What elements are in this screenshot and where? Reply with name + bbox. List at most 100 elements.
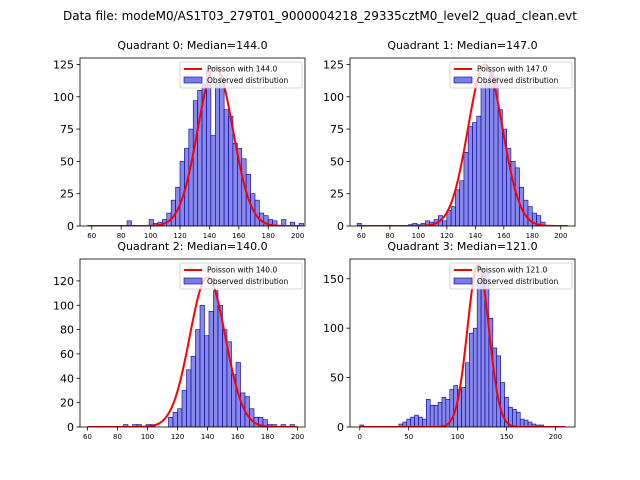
y-tick-label: 0 [337, 220, 344, 233]
histogram-bar [536, 215, 542, 226]
histogram-bar [467, 126, 473, 226]
y-tick-label: 80 [60, 324, 74, 337]
legend-box [449, 61, 573, 89]
x-tick-label: 140 [469, 232, 482, 240]
x-tick-label: 120 [440, 232, 453, 240]
histogram-bar [422, 418, 427, 427]
histogram-bar [519, 418, 525, 427]
x-tick-label: 160 [497, 232, 510, 240]
y-tick-label: 0 [67, 220, 74, 233]
plot-area [87, 66, 304, 226]
quadrant-title: Quadrant 1: Median=147.0 [387, 39, 537, 52]
y-tick-label: 40 [60, 372, 74, 385]
histogram-bar [463, 152, 469, 226]
x-tick-label: 100 [451, 433, 464, 441]
histogram-bar [429, 404, 435, 427]
histogram-bar [206, 70, 212, 226]
x-tick-label: 140 [201, 433, 214, 441]
y-tick-label: 0 [337, 421, 344, 434]
histogram-bar [512, 408, 517, 427]
axes-frame [349, 57, 576, 227]
quadrant-2-chart: Quadrant 2: Median=140.0 60 80 100 120 140 160… [53, 240, 306, 441]
y-tick-label: 50 [60, 155, 74, 168]
axes-frame [79, 258, 306, 428]
histogram-bar [527, 206, 533, 226]
histogram-bar [465, 362, 470, 427]
y-tick-label: 60 [60, 348, 74, 361]
histogram-bar [188, 128, 194, 226]
y-tick-label: 75 [330, 123, 344, 136]
x-tick-label: 100 [141, 433, 154, 441]
histogram-bar [480, 83, 486, 226]
histogram-bar [418, 416, 423, 427]
histogram-bar [195, 329, 201, 427]
histogram-bar [210, 135, 216, 226]
histogram-bar [442, 220, 448, 226]
histogram-bar [208, 311, 214, 427]
y-tick-label: 120 [53, 275, 74, 288]
histogram-bar [523, 419, 529, 427]
y-tick-label: 125 [53, 58, 74, 71]
y-tick-label: 100 [323, 322, 344, 335]
y-tick-label: 125 [323, 58, 344, 71]
legend-label-poisson: Poisson with 147.0 [477, 65, 547, 74]
plot-area [356, 63, 568, 226]
x-tick-label: 100 [144, 232, 157, 240]
histogram-bar [219, 77, 225, 226]
y-tick-label: 150 [323, 273, 344, 286]
legend: Poisson with 144.0 Observed distribution [179, 61, 303, 89]
y-tick-label: 100 [53, 91, 74, 104]
histogram-bar [172, 412, 178, 427]
histogram-bar [414, 414, 419, 427]
x-tick-label: 160 [232, 232, 245, 240]
x-tick-label: 180 [526, 232, 539, 240]
x-tick-label: 200 [554, 232, 567, 240]
histogram-bar [190, 356, 196, 427]
y-tick-label: 50 [330, 155, 344, 168]
histogram-bar [450, 206, 456, 226]
legend-label-poisson: Poisson with 121.0 [477, 266, 547, 275]
quadrant-3-chart: Quadrant 3: Median=121.0 0 50 100 150 200 0 50 1… [323, 240, 576, 441]
y-tick-label: 0 [67, 421, 74, 434]
x-tick-label: 200 [549, 433, 562, 441]
x-tick-label: 180 [261, 433, 274, 441]
histogram-bar [214, 83, 221, 226]
quadrant-1-chart: Quadrant 1: Median=147.0 60 80 100 120 140 160… [323, 39, 576, 240]
poisson-curve [359, 263, 566, 427]
histogram-bar [228, 115, 234, 226]
histogram-bar [186, 369, 192, 427]
histogram-bar [177, 408, 183, 427]
legend-label-observed: Observed distribution [477, 76, 558, 85]
legend-label-poisson: Poisson with 140.0 [207, 266, 277, 275]
x-tick-label: 140 [203, 232, 216, 240]
quadrant-title: Quadrant 2: Median=140.0 [117, 240, 267, 253]
x-tick-label: 80 [113, 433, 122, 441]
histogram-bar [484, 80, 490, 226]
x-tick-label: 200 [291, 232, 304, 240]
legend-box [449, 262, 573, 290]
figure-suptitle: Data file: modeM0/AS1T03_279T01_90000042… [63, 9, 577, 23]
y-tick-label: 25 [60, 188, 74, 201]
axes-frame [79, 57, 306, 227]
legend-label-observed: Observed distribution [207, 277, 288, 286]
histogram-bar [437, 401, 443, 427]
legend-bar-swatch [453, 277, 473, 285]
y-tick-label: 75 [60, 123, 74, 136]
histogram-bar [281, 219, 287, 226]
histogram-bar [213, 290, 219, 427]
poisson-curve [87, 276, 298, 427]
legend-label-observed: Observed distribution [207, 76, 288, 85]
plot-area [87, 276, 298, 427]
x-tick-label: 100 [412, 232, 425, 240]
histogram-bar [516, 411, 521, 427]
histogram-bar [433, 404, 439, 427]
histogram-bar [472, 327, 478, 427]
histogram-bar [232, 142, 238, 226]
histogram-bar [148, 219, 154, 226]
axes-frame [349, 258, 576, 428]
histogram-bar [204, 335, 210, 427]
histogram-bar [461, 387, 466, 427]
histogram-bar [192, 100, 198, 226]
quadrant-title: Quadrant 0: Median=144.0 [117, 39, 267, 52]
